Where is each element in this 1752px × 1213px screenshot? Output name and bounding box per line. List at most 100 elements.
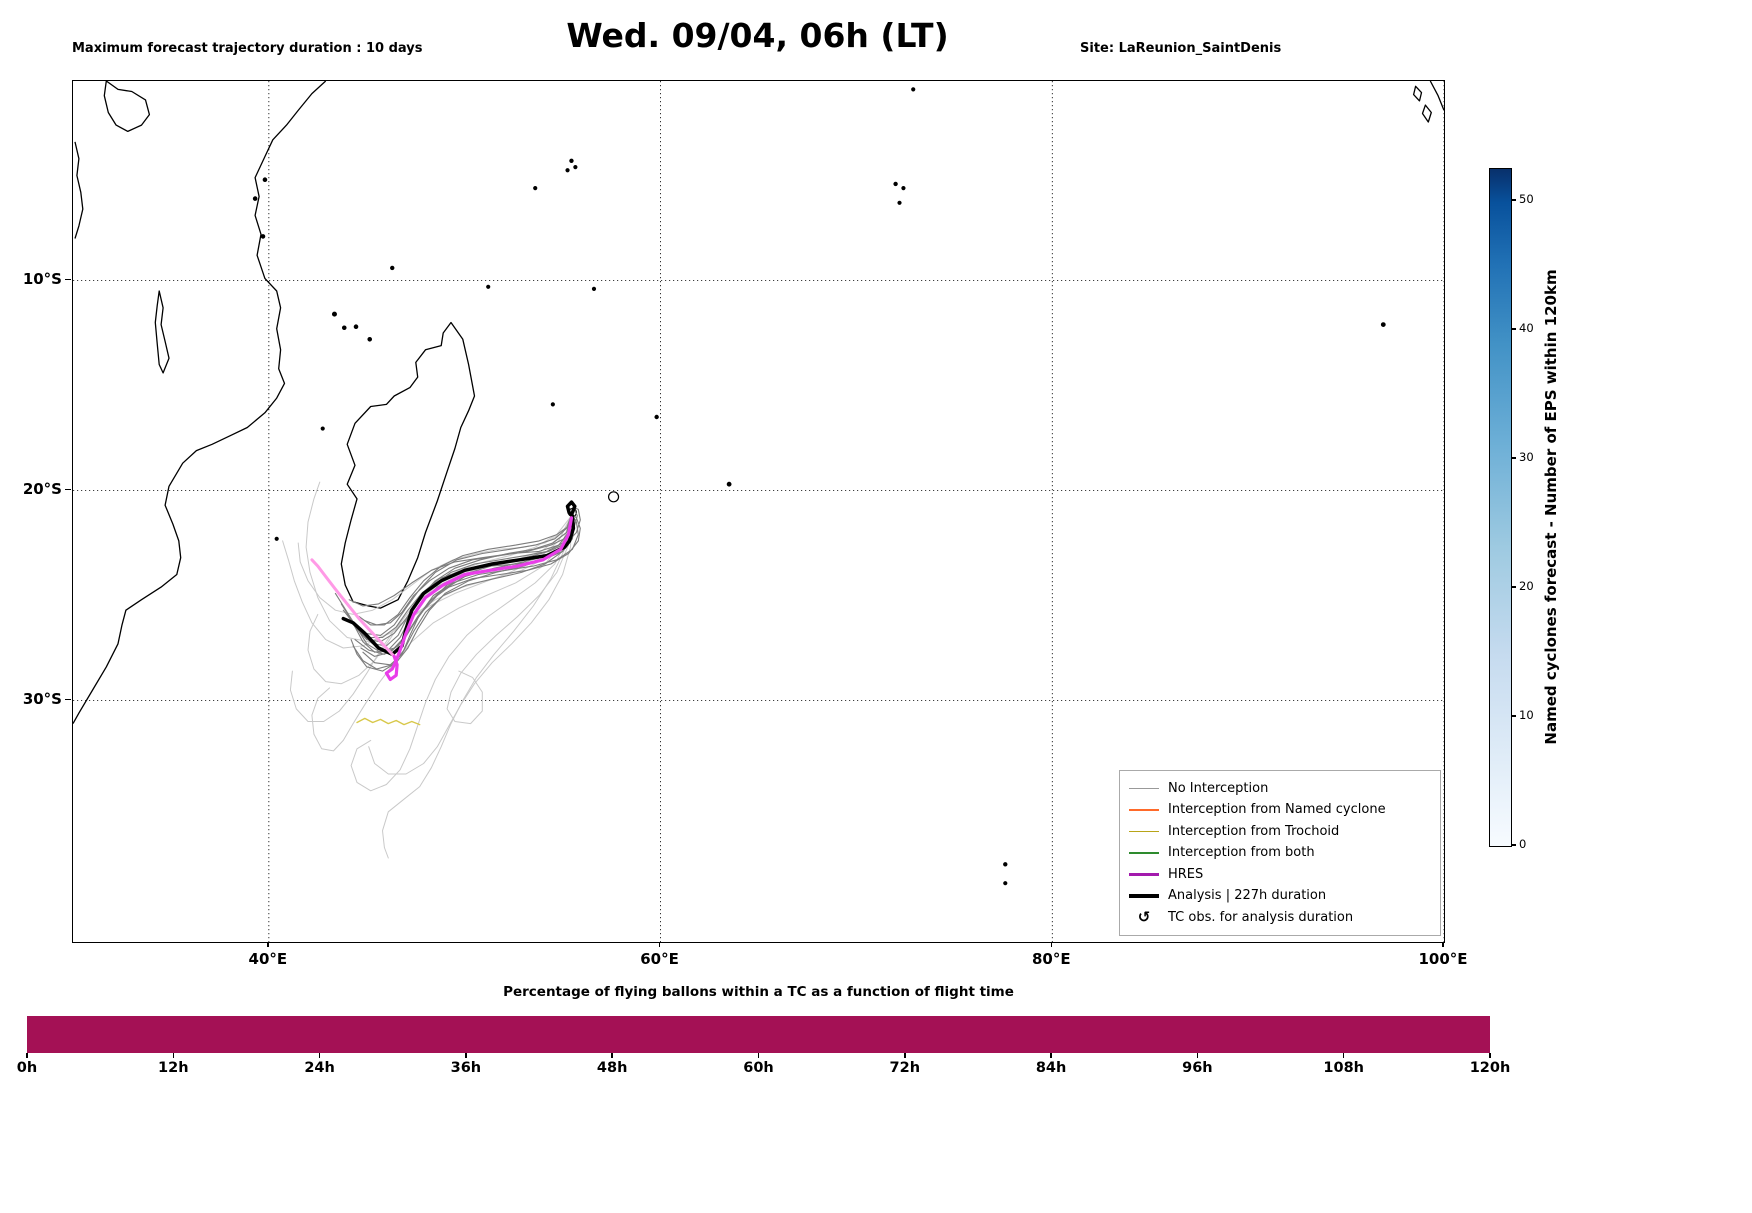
- bottom-chart-title: Percentage of flying ballons within a TC…: [503, 984, 1014, 1000]
- legend-item-3: Interception from both: [1129, 842, 1431, 864]
- legend-item-6: ↺ TC obs. for analysis duration: [1129, 907, 1431, 929]
- series-hres-late: [310, 558, 396, 658]
- island-agalega: [591, 286, 597, 291]
- trajectories: [282, 481, 581, 859]
- bottom-tick-label-0h: 0h: [16, 1060, 38, 1076]
- island-tromelin: [550, 402, 555, 407]
- bottom-tick-mark-60h: [757, 1053, 760, 1058]
- island-cocos: [1380, 322, 1386, 328]
- xtick-label-100: 100°E: [1418, 950, 1468, 968]
- island-grande-comore: [331, 311, 337, 317]
- colorbar-label: Named cyclones forecast - Number of EPS …: [1542, 269, 1560, 745]
- bottom-tick-mark-12h: [172, 1053, 175, 1058]
- island-chagos-1: [893, 181, 898, 187]
- colorbar-tick-label-0: 0: [1519, 837, 1527, 851]
- site-line: Site: LaReunion_SaintDenis: [1080, 41, 1282, 56]
- legend-item-label: TC obs. for analysis duration: [1168, 909, 1354, 925]
- map-legend: No Interception Interception from Named c…: [1119, 769, 1441, 936]
- bottom-tick-mark-120h: [1489, 1053, 1491, 1058]
- legend-item-label: No Interception: [1168, 780, 1269, 796]
- ytick-mark--30: [65, 698, 71, 701]
- bottom-tick-mark-36h: [465, 1053, 467, 1058]
- coast-sumatra-coast: [1429, 81, 1444, 111]
- legend-item-label: HRES: [1168, 866, 1204, 882]
- colorbar-tick-label-40: 40: [1519, 321, 1534, 336]
- legend-line-swatch: [1129, 830, 1159, 832]
- bottom-tick-mark-96h: [1196, 1053, 1199, 1058]
- legend-item-5: Analysis | 227h duration: [1129, 885, 1431, 907]
- legend-line-swatch: [1129, 852, 1159, 854]
- bottom-tick-label-48h: 48h: [596, 1060, 628, 1076]
- legend-item-label: Interception from Named cyclone: [1168, 802, 1386, 818]
- bottom-tick-mark-0h: [26, 1053, 28, 1058]
- coast-lake-victoria: [103, 81, 151, 133]
- ytick-label--10: 10°S: [22, 269, 62, 288]
- island-cargados: [654, 414, 659, 420]
- bottom-tick-label-12h: 12h: [158, 1060, 189, 1076]
- max-duration-line: Maximum forecast trajectory duration : 1…: [72, 41, 423, 56]
- legend-line-swatch: [1129, 894, 1159, 898]
- island-mahe: [569, 158, 574, 164]
- xtick-mark-80: [1050, 942, 1053, 947]
- bottom-tick-label-120h: 120h: [1469, 1060, 1511, 1076]
- coast-lake-malawi: [154, 290, 170, 374]
- bottom-tick-label-24h: 24h: [304, 1060, 335, 1076]
- ytick-label--30: 30°S: [22, 689, 62, 708]
- legend-item-4: HRES: [1129, 864, 1431, 886]
- coast-lake-tanganyika: [74, 141, 84, 239]
- island-aldabra: [390, 265, 395, 271]
- island-rodrigues: [726, 481, 732, 487]
- colorbar-tick-50: [1512, 199, 1516, 201]
- colorbar-tick-40: [1512, 328, 1516, 330]
- xtick-label-40: 40°E: [248, 950, 288, 968]
- series-analysis: [341, 500, 577, 657]
- legend-line-swatch: [1129, 787, 1159, 789]
- colorbar-tick-label-10: 10: [1519, 708, 1534, 723]
- coast-siberut-island: [1421, 104, 1432, 123]
- island-chagos-3: [897, 200, 902, 205]
- island-chagos-2: [901, 185, 906, 191]
- legend-item-0: No Interception: [1129, 778, 1431, 800]
- island-pemba: [262, 177, 268, 183]
- bottom-tick-label-72h: 72h: [889, 1060, 921, 1076]
- tc-obs-icon: ↺: [1137, 907, 1151, 926]
- ytick-label--20: 20°S: [22, 479, 62, 498]
- island-amsterdam: [1003, 862, 1008, 867]
- bottom-tick-mark-48h: [611, 1053, 613, 1058]
- bottom-tick-label-60h: 60h: [743, 1060, 774, 1076]
- colorbar-tick-label-50: 50: [1519, 192, 1534, 207]
- colorbar-tick-30: [1512, 457, 1516, 459]
- colorbar-tick-label-20: 20: [1519, 579, 1534, 594]
- island-silhouette: [565, 168, 570, 173]
- legend-item-label: Interception from both: [1168, 845, 1315, 861]
- coastlines: [73, 81, 1444, 886]
- bottom-tick-label-36h: 36h: [450, 1060, 482, 1076]
- island-mauritius: [607, 491, 620, 503]
- island-juan-de-nova: [320, 426, 325, 431]
- colorbar-tick-20: [1512, 586, 1516, 588]
- legend-item-2: Interception from Trochoid: [1129, 821, 1431, 843]
- page-title: Wed. 09/04, 06h (LT): [566, 16, 949, 55]
- xtick-mark-60: [658, 942, 661, 947]
- xtick-label-80: 80°E: [1031, 950, 1071, 968]
- colorbar-tick-10: [1512, 715, 1516, 717]
- bottom-tick-mark-72h: [904, 1053, 906, 1058]
- coast-africa-east-coast: [73, 81, 327, 724]
- island-moheli: [341, 325, 347, 331]
- bottom-tick-mark-84h: [1050, 1053, 1052, 1058]
- island-europa: [274, 536, 279, 541]
- legend-item-label: Interception from Trochoid: [1168, 823, 1340, 839]
- legend-line-swatch: [1129, 872, 1159, 876]
- ytick-mark--20: [65, 488, 71, 491]
- xtick-label-60: 60°E: [640, 950, 679, 968]
- tc-percentage-bar: [27, 1016, 1490, 1053]
- bottom-tick-mark-108h: [1342, 1053, 1345, 1058]
- bottom-tick-mark-24h: [318, 1053, 321, 1058]
- trajectory-map: No Interception Interception from Named c…: [72, 80, 1445, 943]
- island-mafia: [260, 234, 266, 239]
- island-mayotte: [367, 336, 373, 342]
- coast-madagascar: [340, 321, 476, 609]
- legend-line-swatch: [1129, 809, 1159, 811]
- legend-item-label: Analysis | 227h duration: [1168, 888, 1327, 904]
